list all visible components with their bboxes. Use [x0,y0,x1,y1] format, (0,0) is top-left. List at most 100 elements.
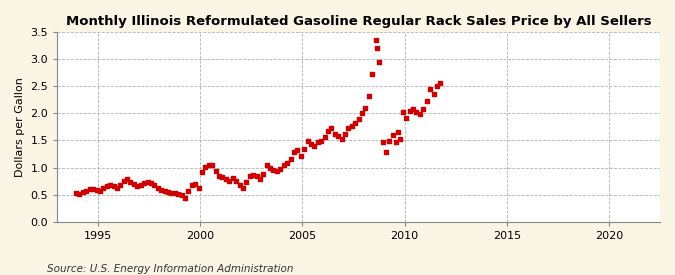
Point [319,135,330,139]
Point [377,140,388,144]
Point [302,139,313,144]
Point [425,87,435,91]
Point [316,139,327,144]
Point [411,109,422,114]
Point [156,188,167,192]
Point [292,148,303,152]
Point [200,165,211,169]
Point [149,183,160,188]
Point [221,177,232,182]
Y-axis label: Dollars per Gallon: Dollars per Gallon [15,77,25,177]
Point [343,126,354,130]
Point [241,180,252,184]
Point [207,163,217,167]
Point [163,190,173,195]
Point [159,189,170,194]
Point [392,130,403,134]
Point [398,110,408,114]
Point [336,137,347,142]
Point [196,170,207,174]
Point [278,163,289,167]
Point [326,126,337,131]
Point [408,107,418,111]
Point [88,186,99,191]
Point [370,38,381,42]
Point [309,144,320,148]
Point [217,175,227,180]
Point [74,191,85,196]
Point [350,121,360,125]
Point [81,189,92,193]
Point [381,150,392,155]
Point [286,157,296,162]
Point [353,117,364,121]
Point [231,178,242,183]
Point [401,116,412,120]
Point [173,192,184,196]
Point [435,81,446,86]
Point [111,185,122,190]
Point [428,92,439,97]
Point [169,191,180,195]
Point [122,177,132,181]
Point [414,112,425,117]
Title: Monthly Illinois Reformulated Gasoline Regular Rack Sales Price by All Sellers: Monthly Illinois Reformulated Gasoline R… [66,15,651,28]
Point [394,137,405,142]
Point [183,189,194,194]
Point [227,176,238,181]
Point [404,108,415,113]
Point [139,181,150,185]
Text: Source: U.S. Energy Information Administration: Source: U.S. Energy Information Administ… [47,264,294,274]
Point [193,185,204,190]
Point [306,142,317,146]
Point [98,186,109,190]
Point [234,183,245,187]
Point [299,146,310,151]
Point [265,165,275,170]
Point [132,184,143,188]
Point [84,187,95,191]
Point [186,183,197,188]
Point [91,188,102,192]
Point [268,168,279,172]
Point [176,193,187,197]
Point [421,99,432,104]
Point [329,132,340,136]
Point [115,183,126,187]
Point [418,107,429,111]
Point [360,106,371,110]
Point [118,178,129,183]
Point [108,184,119,189]
Point [254,177,265,182]
Point [214,174,225,178]
Point [146,181,157,185]
Point [166,191,177,195]
Point [346,123,357,128]
Point [333,134,344,138]
Point [142,180,153,184]
Point [340,132,350,136]
Point [313,140,323,144]
Point [125,179,136,184]
Point [374,60,385,64]
Point [387,133,398,137]
Point [95,189,105,193]
Point [128,182,139,186]
Point [248,172,259,177]
Point [210,169,221,173]
Point [190,182,200,186]
Point [384,139,395,144]
Point [153,186,163,190]
Point [78,190,88,194]
Point [296,153,306,158]
Point [135,183,146,187]
Point [105,183,115,187]
Point [238,185,248,190]
Point [180,196,190,200]
Point [288,150,299,155]
Point [224,179,235,183]
Point [363,94,374,98]
Point [204,163,215,167]
Point [281,161,292,165]
Point [367,72,378,76]
